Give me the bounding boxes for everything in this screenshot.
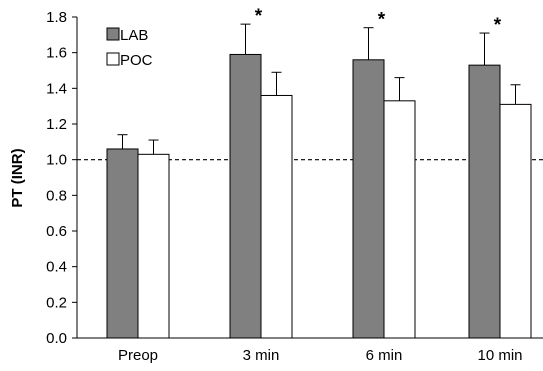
y-tick-label: 0.0 xyxy=(46,330,67,347)
bar-poc-2 xyxy=(383,100,416,339)
x-ticks-group: Preop 3 min 6 min 10 min xyxy=(118,347,523,364)
y-tick-label: 1.2 xyxy=(46,116,67,133)
bar-poc-0 xyxy=(137,153,170,339)
y-tick-label: 1.8 xyxy=(46,9,67,26)
y-tick-label: 0.2 xyxy=(46,294,67,311)
x-tick-label: 3 min xyxy=(243,347,280,364)
significance-marker: * xyxy=(378,10,386,31)
y-tick-label: 0.8 xyxy=(46,187,67,204)
bar-poc-1 xyxy=(260,94,293,339)
axes-group xyxy=(76,17,543,339)
bar-lab-3 xyxy=(468,64,501,339)
y-tick-label: 1.6 xyxy=(46,45,67,62)
y-ticks-group: 0.0 0.2 0.4 0.6 0.8 1.0 1.2 1.4 1.6 1.8 xyxy=(46,9,77,347)
legend: LAB POC xyxy=(106,27,153,69)
bars-group xyxy=(106,23,532,339)
x-tick-label: Preop xyxy=(118,347,158,364)
bar-lab-2 xyxy=(352,59,385,339)
x-tick-label: 6 min xyxy=(366,347,403,364)
x-tick-label: 10 min xyxy=(477,347,522,364)
significance-marker: * xyxy=(494,15,502,36)
y-tick-label: 0.6 xyxy=(46,223,67,240)
significance-marker: * xyxy=(255,6,263,27)
legend-label-poc: POC xyxy=(120,52,153,69)
bar-lab-0 xyxy=(106,148,139,339)
significance-group: * * * xyxy=(255,6,502,36)
y-tick-label: 0.4 xyxy=(46,259,67,276)
bar-poc-3 xyxy=(499,103,532,339)
legend-swatch-lab xyxy=(106,27,120,41)
bar-lab-1 xyxy=(229,53,262,339)
y-tick-label: 1.4 xyxy=(46,80,67,97)
y-tick-label: 1.0 xyxy=(46,152,67,169)
y-axis-title: PT (INR) xyxy=(9,148,26,207)
legend-label-lab: LAB xyxy=(120,27,148,44)
legend-swatch-poc xyxy=(106,52,120,66)
